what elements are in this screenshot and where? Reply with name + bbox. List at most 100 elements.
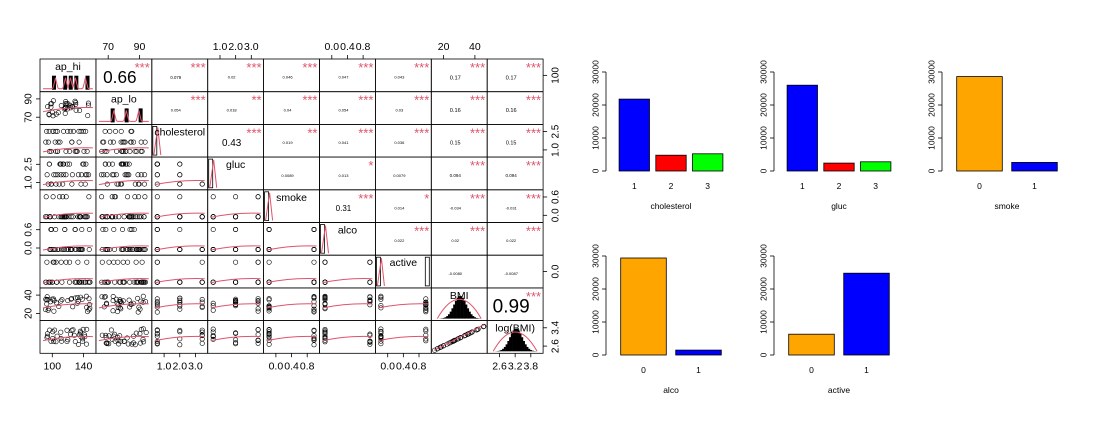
scatter-point: [120, 247, 126, 253]
scatter-point: [44, 294, 50, 300]
scatter-point: [125, 172, 131, 178]
scatter-point: [127, 148, 133, 154]
scatter-point: [74, 279, 80, 285]
scatter-point: [122, 172, 128, 178]
scatter-point: [138, 148, 144, 154]
bottom-axis-log(BMI): 2.6 3.2 3.8: [492, 353, 538, 372]
bar-0: [620, 257, 667, 356]
histogram-bar: [453, 304, 456, 319]
scatter-point: [114, 148, 120, 154]
scatter-point: [51, 338, 57, 344]
axis-tick-label: 90: [24, 93, 35, 105]
density-curve: [436, 298, 482, 319]
smoother-line: [322, 303, 373, 309]
scatter-point: [62, 227, 68, 233]
correlation-value: 0.16: [450, 108, 461, 114]
bar-1: [1011, 161, 1058, 172]
scatter-point: [46, 161, 52, 167]
scatter-point: [43, 139, 49, 145]
scatter-point: [121, 214, 127, 220]
scatter-panel: [42, 128, 93, 154]
scatter-point: [59, 279, 65, 285]
scatter-panel: [322, 259, 373, 285]
scatter-point: [127, 279, 133, 285]
scatter-point: [69, 247, 75, 253]
scatter-point: [423, 305, 429, 311]
scatter-point: [99, 194, 105, 200]
density-curve: [376, 258, 385, 286]
scatter-point: [78, 294, 84, 300]
significance-stars: ***: [470, 191, 485, 206]
bar-chart-cholesterol: 0 10000 20000 30000 1 2 3 cholesterol: [590, 60, 724, 211]
histogram-bar: [461, 297, 464, 319]
correlation-value: 0.013: [338, 173, 349, 178]
scatter-point: [85, 113, 91, 119]
bar-chart-alco: 0 10000 20000 30000 0 1 alco: [590, 244, 722, 395]
smoother-line: [42, 212, 93, 218]
density-curve: [492, 331, 538, 352]
correlation-value: 0.046: [283, 75, 294, 80]
scatter-point: [81, 148, 87, 154]
scatter-point: [126, 247, 132, 253]
histogram-bar: [264, 191, 270, 221]
significance-stars: ***: [414, 93, 429, 108]
scatter-point: [367, 341, 373, 347]
smoother-line: [210, 335, 261, 342]
scatter-point: [266, 329, 272, 335]
significance-stars: ***: [526, 93, 541, 108]
scatter-panel: [98, 161, 149, 187]
scatter-point: [108, 327, 114, 333]
correlation-value: 0.99: [493, 297, 530, 318]
scatter-panel: [378, 293, 429, 315]
scatter-point: [82, 181, 88, 187]
scatter-panel: [378, 326, 429, 347]
scatter-point: [255, 327, 261, 333]
scatter-point: [378, 334, 384, 340]
scatter-point: [177, 161, 183, 167]
diagonal-panel-2: [152, 126, 162, 156]
axis-tick-label: 3.4: [551, 320, 562, 334]
axis-tick-label: 2.0: [228, 41, 243, 53]
scatter-point: [80, 128, 86, 134]
smoother-line: [434, 324, 485, 351]
scatter-point: [83, 172, 89, 178]
axis-tick-label: 2.6: [551, 339, 562, 353]
scatter-point: [311, 279, 317, 285]
y-tick-label: 20000: [590, 93, 600, 117]
scatter-point: [255, 298, 261, 304]
scatter-point: [125, 194, 131, 200]
scatter-point: [56, 303, 62, 309]
scatter-point: [123, 172, 129, 178]
scatter-point: [58, 172, 64, 178]
density-curve: [265, 192, 274, 221]
correlation-value: -0.0087: [504, 271, 518, 276]
correlation-value: 0.03: [395, 107, 404, 112]
scatter-point: [80, 326, 86, 332]
scatter-point: [311, 227, 317, 233]
significance-stars: ***: [358, 93, 373, 108]
scatter-panel: [98, 128, 149, 154]
scatter-point: [102, 128, 108, 134]
correlation-value: 0.022: [506, 238, 517, 243]
histogram-bar: [468, 311, 471, 319]
scatter-point: [322, 259, 328, 265]
scatter-point: [154, 340, 160, 346]
significance-stars: ***: [358, 191, 373, 206]
scatter-point: [142, 172, 148, 178]
scatter-point: [72, 339, 78, 345]
y-tick-label: 30000: [926, 60, 936, 84]
scatter-point: [63, 148, 69, 154]
scatter-point: [141, 339, 147, 345]
histogram-bar: [529, 349, 532, 352]
correlation-value: 0.02: [228, 75, 237, 80]
axis-tick-label: 0.4: [396, 360, 411, 372]
histogram-bar: [68, 75, 73, 90]
scatter-point: [210, 307, 216, 313]
scatter-point: [105, 279, 111, 285]
smoother-line: [322, 278, 373, 284]
axis-tick-label: 0.0: [24, 241, 35, 255]
scatter-point: [139, 259, 145, 265]
smoother-line: [154, 245, 205, 251]
smoother-line: [266, 278, 317, 284]
